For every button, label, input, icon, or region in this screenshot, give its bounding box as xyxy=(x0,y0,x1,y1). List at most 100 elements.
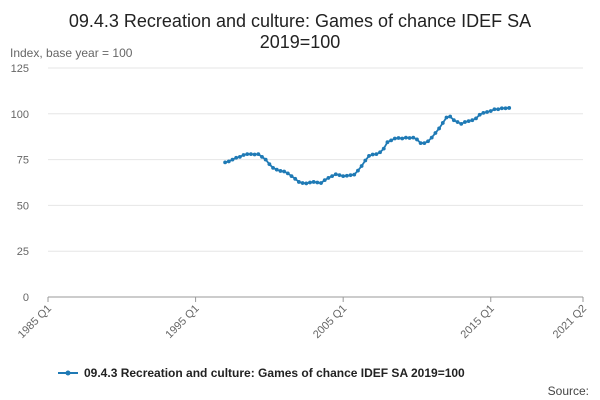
data-point[interactable] xyxy=(499,106,504,111)
y-tick-label: 75 xyxy=(17,155,29,167)
data-point[interactable] xyxy=(422,141,427,146)
data-point[interactable] xyxy=(278,169,283,173)
legend-marker-icon xyxy=(65,370,71,376)
data-point[interactable] xyxy=(289,174,294,178)
x-tick-labels: 1985 Q1 1995 Q1 2005 Q1 2015 Q1 2021 Q2 xyxy=(16,297,589,341)
data-point[interactable] xyxy=(381,146,386,151)
x-tick-label: 1985 Q1 xyxy=(16,303,54,341)
data-point[interactable] xyxy=(426,139,430,144)
data-point[interactable] xyxy=(359,164,364,168)
data-point[interactable] xyxy=(385,140,390,145)
data-point[interactable] xyxy=(492,107,497,112)
x-tick-label: 1995 Q1 xyxy=(163,303,201,341)
source-label[interactable]: Source: xyxy=(548,384,589,398)
x-tick-label: 2015 Q1 xyxy=(459,303,497,341)
data-point[interactable] xyxy=(326,176,331,180)
chart-title-line2: 2019=100 xyxy=(260,32,341,52)
series-layer xyxy=(223,106,512,186)
data-point[interactable] xyxy=(470,118,475,123)
data-point[interactable] xyxy=(311,180,316,184)
y-tick-label: 0 xyxy=(23,292,29,304)
data-point[interactable] xyxy=(433,131,438,135)
x-tick-label: 2005 Q1 xyxy=(311,303,349,341)
data-point[interactable] xyxy=(293,176,298,181)
data-point[interactable] xyxy=(263,157,268,162)
data-point[interactable] xyxy=(403,135,408,140)
data-point[interactable] xyxy=(223,160,228,165)
data-point[interactable] xyxy=(315,180,320,185)
y-tick-labels: 0 25 50 75 100 125 xyxy=(11,63,29,304)
y-tick-label: 25 xyxy=(17,246,29,258)
data-point[interactable] xyxy=(463,120,467,124)
legend[interactable]: 09.4.3 Recreation and culture: Games of … xyxy=(58,366,465,380)
data-point[interactable] xyxy=(322,178,327,183)
data-point[interactable] xyxy=(348,173,353,178)
data-point[interactable] xyxy=(341,174,346,178)
data-point[interactable] xyxy=(256,152,261,157)
data-point[interactable] xyxy=(437,126,442,131)
data-point[interactable] xyxy=(249,152,253,157)
data-point[interactable] xyxy=(274,167,279,172)
data-point[interactable] xyxy=(448,114,453,119)
data-point[interactable] xyxy=(260,154,264,159)
y-tick-label: 50 xyxy=(17,200,29,212)
data-point[interactable] xyxy=(392,136,397,141)
data-point[interactable] xyxy=(389,138,394,143)
data-point[interactable] xyxy=(337,173,342,178)
data-point[interactable] xyxy=(374,152,379,157)
data-point[interactable] xyxy=(411,135,416,140)
data-point[interactable] xyxy=(429,135,434,140)
data-point[interactable] xyxy=(455,120,460,124)
data-point[interactable] xyxy=(234,155,239,160)
data-point[interactable] xyxy=(226,159,231,164)
y-tick-label: 125 xyxy=(11,63,29,75)
data-point[interactable] xyxy=(481,110,486,115)
data-point[interactable] xyxy=(407,136,412,140)
data-point[interactable] xyxy=(230,157,235,162)
data-point[interactable] xyxy=(396,136,401,140)
legend-label: 09.4.3 Recreation and culture: Games of … xyxy=(84,366,465,380)
data-point[interactable] xyxy=(451,118,456,123)
data-point[interactable] xyxy=(267,162,272,167)
data-point[interactable] xyxy=(503,106,508,111)
data-point[interactable] xyxy=(485,110,489,114)
data-point[interactable] xyxy=(304,181,309,186)
data-point[interactable] xyxy=(466,119,471,124)
data-point[interactable] xyxy=(474,116,478,121)
data-point[interactable] xyxy=(507,106,512,110)
data-point[interactable] xyxy=(415,137,419,142)
data-point[interactable] xyxy=(378,150,382,155)
data-point[interactable] xyxy=(477,112,482,117)
chart-title-line1: 09.4.3 Recreation and culture: Games of … xyxy=(69,11,531,31)
data-point[interactable] xyxy=(333,172,338,177)
data-point[interactable] xyxy=(356,168,360,173)
data-point[interactable] xyxy=(296,180,301,184)
data-point[interactable] xyxy=(459,121,464,126)
data-point[interactable] xyxy=(352,172,357,177)
data-point[interactable] xyxy=(319,181,323,185)
data-point[interactable] xyxy=(400,136,405,141)
data-point[interactable] xyxy=(271,165,275,170)
data-point[interactable] xyxy=(344,173,349,178)
data-point[interactable] xyxy=(308,180,312,185)
y-axis-label: Index, base year = 100 xyxy=(10,46,133,60)
series-line[interactable] xyxy=(224,107,510,185)
data-point[interactable] xyxy=(282,169,287,174)
data-point[interactable] xyxy=(252,152,257,157)
data-point[interactable] xyxy=(370,152,375,157)
data-point[interactable] xyxy=(363,158,368,163)
data-point[interactable] xyxy=(440,121,445,125)
data-point[interactable] xyxy=(496,107,501,112)
data-point[interactable] xyxy=(241,153,246,157)
y-tick-label: 100 xyxy=(11,109,29,121)
data-point[interactable] xyxy=(300,181,305,185)
data-point[interactable] xyxy=(245,152,250,157)
data-point[interactable] xyxy=(330,174,335,178)
data-point[interactable] xyxy=(418,141,423,146)
data-point[interactable] xyxy=(367,154,371,158)
data-point[interactable] xyxy=(488,109,493,113)
data-point[interactable] xyxy=(237,154,242,159)
data-point[interactable] xyxy=(444,115,449,120)
data-point[interactable] xyxy=(285,171,290,176)
